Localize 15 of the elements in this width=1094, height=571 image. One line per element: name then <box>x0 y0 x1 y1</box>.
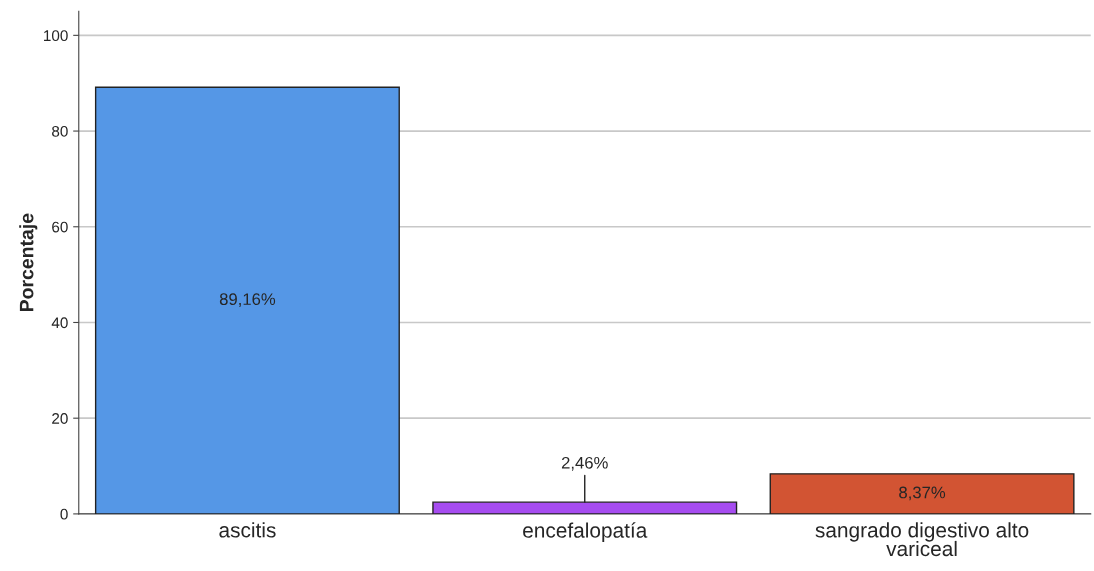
x-tick-label: ascitis <box>219 522 276 538</box>
x-tick-label: sangrado digestivo alto variceal <box>815 522 1029 557</box>
data-label: 8,37% <box>899 486 946 501</box>
x-tick-label: encefalopatía <box>523 522 648 542</box>
bar <box>769 473 1075 514</box>
y-tick-label: 40 <box>51 317 68 329</box>
y-axis-title: Porcentaje <box>19 213 38 312</box>
y-tick-label: 60 <box>52 221 68 233</box>
y-tick-label: 80 <box>52 125 68 137</box>
y-tick-label: 20 <box>52 413 68 424</box>
bar <box>94 86 400 514</box>
data-label: 89,16% <box>219 293 276 307</box>
data-label: 2,46% <box>561 456 608 471</box>
y-tick-label: 0 <box>60 508 68 520</box>
y-tick-label: 100 <box>44 30 68 42</box>
